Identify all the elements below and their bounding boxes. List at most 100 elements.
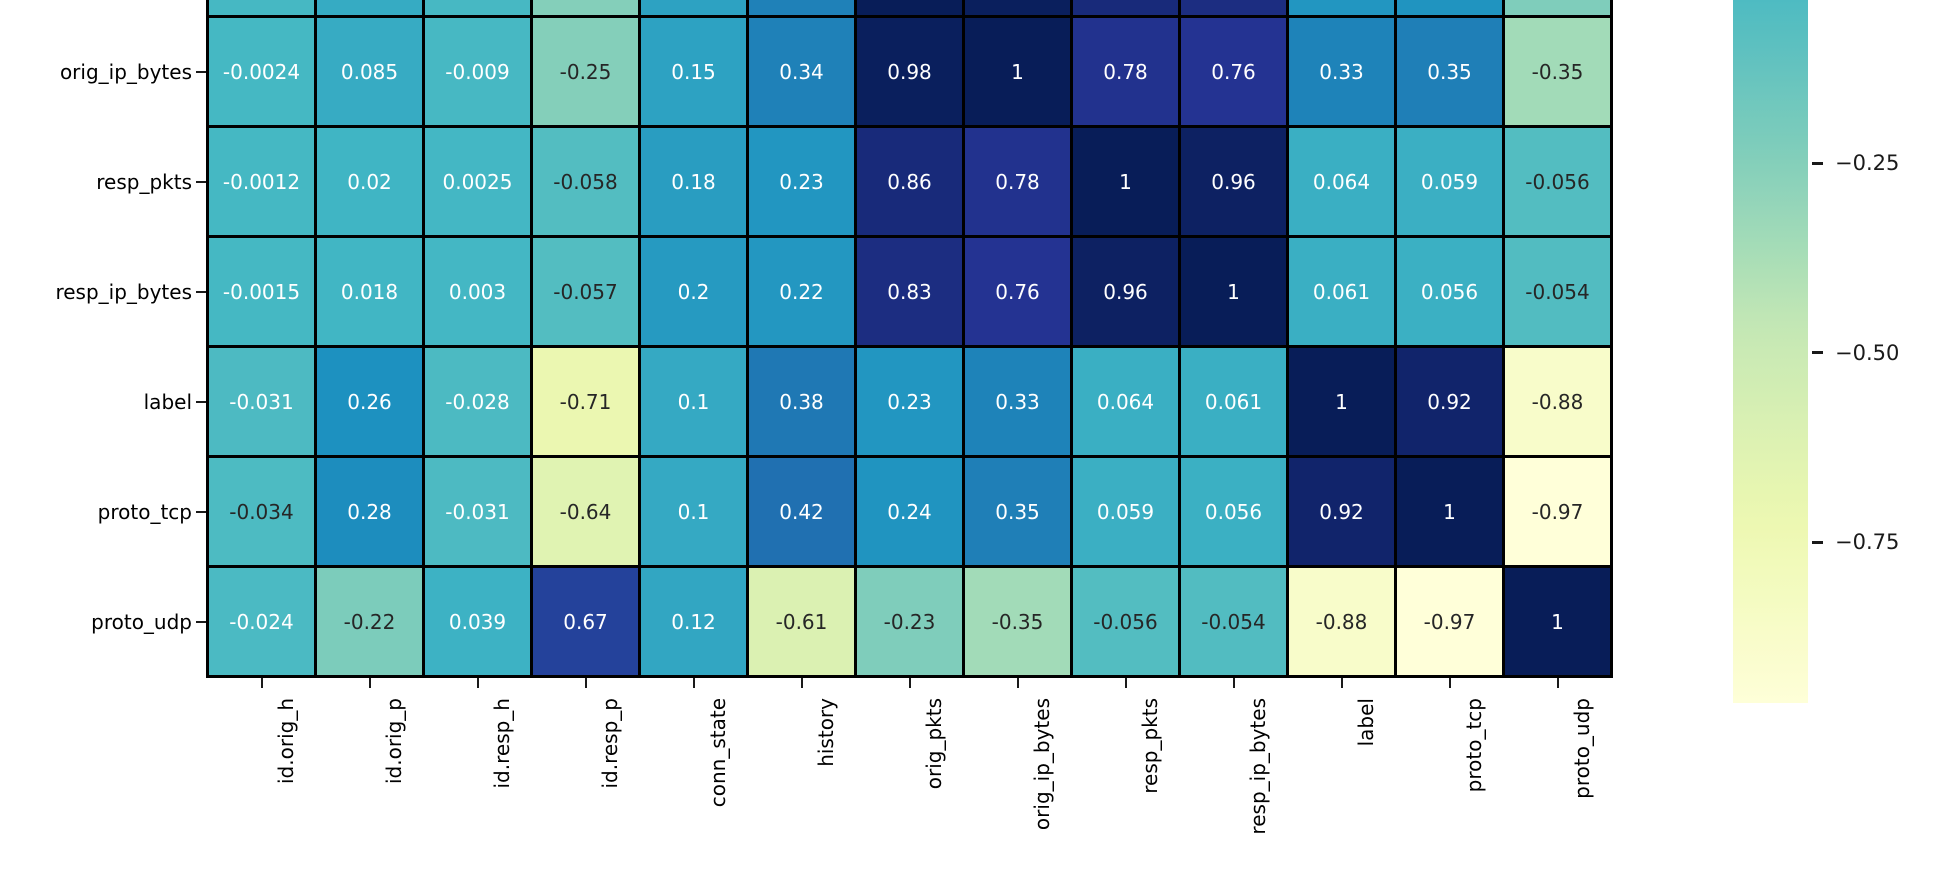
heatmap-cell	[1505, 0, 1610, 15]
heatmap-cell: -0.056	[1073, 568, 1178, 675]
heatmap-cell: 0.23	[857, 348, 962, 455]
heatmap-cell: 0.003	[425, 238, 530, 345]
column-label: resp_pkts	[1137, 698, 1162, 794]
heatmap-cell	[1181, 0, 1286, 15]
heatmap-cell	[1397, 0, 1502, 15]
heatmap-cell: 0.056	[1397, 238, 1502, 345]
heatmap-cell: 0.059	[1397, 128, 1502, 235]
heatmap-cell: 0.86	[857, 128, 962, 235]
heatmap-cell	[857, 0, 962, 15]
heatmap-cell: 0.76	[965, 238, 1070, 345]
heatmap-cell: -0.71	[533, 348, 638, 455]
heatmap-cell: -0.024	[209, 568, 314, 675]
heatmap-cell	[533, 0, 638, 15]
heatmap-cell: 0.35	[965, 458, 1070, 565]
heatmap-cell: 0.34	[749, 18, 854, 125]
y-tick	[196, 620, 206, 623]
heatmap-cell	[1289, 0, 1394, 15]
colorbar-tick-label: −0.25	[1835, 151, 1900, 176]
column-label: id.resp_h	[489, 698, 514, 789]
heatmap-cell: 0.0025	[425, 128, 530, 235]
x-tick	[1448, 678, 1451, 688]
x-tick	[368, 678, 371, 688]
heatmap-cell: 0.1	[641, 348, 746, 455]
y-tick	[196, 70, 206, 73]
heatmap-cell: -0.88	[1505, 348, 1610, 455]
heatmap-cell: -0.009	[425, 18, 530, 125]
heatmap-cell: 0.76	[1181, 18, 1286, 125]
heatmap-cell: 0.92	[1397, 348, 1502, 455]
heatmap-cell: 0.064	[1073, 348, 1178, 455]
heatmap-cell	[965, 0, 1070, 15]
heatmap-cell: -0.058	[533, 128, 638, 235]
heatmap-cell: -0.057	[533, 238, 638, 345]
column-label: resp_ip_bytes	[1245, 698, 1270, 835]
heatmap-cell: 1	[965, 18, 1070, 125]
heatmap-cell: 0.056	[1181, 458, 1286, 565]
heatmap-cell: 1	[1289, 348, 1394, 455]
heatmap-cell: -0.97	[1505, 458, 1610, 565]
row-label: orig_ip_bytes	[59, 59, 192, 84]
heatmap-cell: -0.22	[317, 568, 422, 675]
heatmap-cell: 1	[1181, 238, 1286, 345]
column-label: proto_tcp	[1461, 698, 1486, 793]
y-tick	[196, 510, 206, 513]
heatmap-cell: 0.059	[1073, 458, 1178, 565]
column-label: orig_ip_bytes	[1029, 698, 1054, 831]
x-tick	[1340, 678, 1343, 688]
row-label: resp_pkts	[96, 169, 192, 194]
colorbar-tick	[1812, 540, 1823, 544]
heatmap-cell: -0.031	[209, 348, 314, 455]
heatmap-cell: 0.33	[1289, 18, 1394, 125]
heatmap-cell	[641, 0, 746, 15]
heatmap-cell: -0.61	[749, 568, 854, 675]
heatmap-cell: 0.15	[641, 18, 746, 125]
heatmap-cell: -0.64	[533, 458, 638, 565]
heatmap-cell: 0.12	[641, 568, 746, 675]
heatmap-cell: 0.96	[1073, 238, 1178, 345]
heatmap-cell	[209, 0, 314, 15]
heatmap-cell: 0.039	[425, 568, 530, 675]
x-tick	[476, 678, 479, 688]
y-tick	[196, 400, 206, 403]
heatmap-cell	[1073, 0, 1178, 15]
heatmap-cell: -0.23	[857, 568, 962, 675]
heatmap-cell: 0.02	[317, 128, 422, 235]
heatmap-cell: -0.0024	[209, 18, 314, 125]
row-label: proto_tcp	[97, 499, 192, 524]
heatmap-cell: 0.42	[749, 458, 854, 565]
heatmap-cell: 1	[1505, 568, 1610, 675]
colorbar-tick	[1812, 351, 1823, 355]
heatmap-cell: -0.054	[1505, 238, 1610, 345]
heatmap-cell: 0.018	[317, 238, 422, 345]
heatmap-cell: 0.38	[749, 348, 854, 455]
x-tick	[1232, 678, 1235, 688]
colorbar-tick	[1812, 161, 1823, 165]
column-label: id.orig_h	[273, 698, 298, 784]
heatmap-cell: 0.92	[1289, 458, 1394, 565]
heatmap-cell: -0.0015	[209, 238, 314, 345]
column-label: id.orig_p	[381, 698, 406, 785]
heatmap-cell: 1	[1397, 458, 1502, 565]
heatmap-cell: 0.67	[533, 568, 638, 675]
heatmap-cell	[317, 0, 422, 15]
heatmap-cell: -0.35	[965, 568, 1070, 675]
colorbar	[1733, 0, 1808, 703]
heatmap-cell: 0.2	[641, 238, 746, 345]
heatmap-cell: -0.034	[209, 458, 314, 565]
heatmap-cell: 0.35	[1397, 18, 1502, 125]
heatmap-cell: 0.28	[317, 458, 422, 565]
x-tick	[260, 678, 263, 688]
heatmap-cell: 0.26	[317, 348, 422, 455]
heatmap-cell: 0.18	[641, 128, 746, 235]
colorbar-tick-label: −0.75	[1835, 530, 1900, 555]
heatmap-cell: 0.22	[749, 238, 854, 345]
x-tick	[800, 678, 803, 688]
heatmap-cell: -0.056	[1505, 128, 1610, 235]
heatmap-cell: 0.23	[749, 128, 854, 235]
column-label: orig_pkts	[921, 698, 946, 790]
heatmap-cell: 0.085	[317, 18, 422, 125]
heatmap-cell: 1	[1073, 128, 1178, 235]
y-tick	[196, 180, 206, 183]
